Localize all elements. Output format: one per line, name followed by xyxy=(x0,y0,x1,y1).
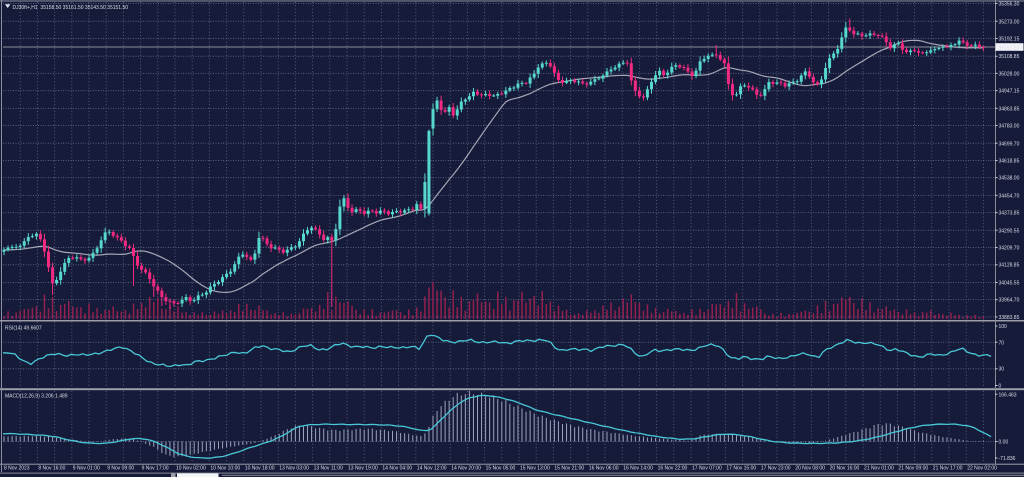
svg-text:34863.85: 34863.85 xyxy=(999,106,1020,112)
svg-text:17 Nov 07:00: 17 Nov 07:00 xyxy=(692,466,722,472)
svg-text:35192.15: 35192.15 xyxy=(999,37,1020,43)
svg-text:35108.85: 35108.85 xyxy=(999,54,1020,60)
svg-text:10 Nov 10:00: 10 Nov 10:00 xyxy=(210,466,240,472)
svg-text:20 Nov 08:00: 20 Nov 08:00 xyxy=(795,466,825,472)
svg-text:34209.70: 34209.70 xyxy=(999,246,1020,252)
svg-text:15 Nov 05:00: 15 Nov 05:00 xyxy=(486,466,516,472)
svg-text:8 Nov 2023: 8 Nov 2023 xyxy=(4,466,30,472)
svg-text:34783.00: 34783.00 xyxy=(999,124,1020,130)
svg-text:21 Nov 09:00: 21 Nov 09:00 xyxy=(898,466,928,472)
svg-text:34128.85: 34128.85 xyxy=(999,263,1020,269)
svg-text:34699.70: 34699.70 xyxy=(999,141,1020,147)
svg-text:RSI(14) 49.6607: RSI(14) 49.6607 xyxy=(5,326,42,332)
svg-text:16 Nov 06:00: 16 Nov 06:00 xyxy=(589,466,619,472)
svg-text:8 Nov 16:00: 8 Nov 16:00 xyxy=(38,466,65,472)
svg-text:13 Nov 11:00: 13 Nov 11:00 xyxy=(314,466,344,472)
svg-text:100: 100 xyxy=(999,324,1008,330)
svg-text:33964.70: 33964.70 xyxy=(999,298,1020,304)
svg-text:13 Nov 03:00: 13 Nov 03:00 xyxy=(279,466,309,472)
svg-text:10 Nov 18:00: 10 Nov 18:00 xyxy=(245,466,275,472)
svg-text:9 Nov 09:00: 9 Nov 09:00 xyxy=(107,466,134,472)
svg-text:17 Nov 23:00: 17 Nov 23:00 xyxy=(761,466,791,472)
svg-text:MACD(12,26,9) 3.206 1.489: MACD(12,26,9) 3.206 1.489 xyxy=(5,394,68,400)
svg-text:14 Nov 20:00: 14 Nov 20:00 xyxy=(451,466,481,472)
svg-text:35028.00: 35028.00 xyxy=(999,71,1020,77)
svg-text:DJ30ft+,H1 35158.50 35161.50: DJ30ft+,H1 35158.50 35161.50 35143.50 35… xyxy=(13,5,129,11)
svg-text:10 Nov 02:00: 10 Nov 02:00 xyxy=(176,466,206,472)
svg-text:22 Nov 02:00: 22 Nov 02:00 xyxy=(967,466,997,472)
svg-text:34538.00: 34538.00 xyxy=(999,176,1020,182)
svg-text:17 Nov 15:00: 17 Nov 15:00 xyxy=(726,466,756,472)
svg-text:35273.00: 35273.00 xyxy=(999,19,1020,25)
svg-text:16 Nov 22:00: 16 Nov 22:00 xyxy=(658,466,688,472)
svg-text:20 Nov 16:00: 20 Nov 16:00 xyxy=(830,466,860,472)
svg-text:0: 0 xyxy=(999,384,1002,390)
svg-text:9 Nov 01:00: 9 Nov 01:00 xyxy=(73,466,100,472)
svg-text:21 Nov 17:00: 21 Nov 17:00 xyxy=(933,466,963,472)
svg-text:33883.85: 33883.85 xyxy=(999,315,1020,321)
svg-text:0.00: 0.00 xyxy=(999,440,1009,446)
svg-text:34045.55: 34045.55 xyxy=(999,280,1020,286)
svg-text:34618.85: 34618.85 xyxy=(999,158,1020,164)
svg-text:35151.50: 35151.50 xyxy=(999,45,1020,51)
svg-text:30: 30 xyxy=(999,367,1005,373)
svg-text:9 Nov 17:00: 9 Nov 17:00 xyxy=(142,466,169,472)
svg-text:70: 70 xyxy=(999,340,1005,346)
svg-text:15 Nov 13:00: 15 Nov 13:00 xyxy=(520,466,550,472)
svg-text:34947.15: 34947.15 xyxy=(999,89,1020,95)
svg-text:21 Nov 01:00: 21 Nov 01:00 xyxy=(864,466,894,472)
svg-text:-71.836: -71.836 xyxy=(999,456,1016,462)
svg-text:166.463: 166.463 xyxy=(999,392,1017,398)
svg-text:34290.55: 34290.55 xyxy=(999,228,1020,234)
svg-text:14 Nov 12:00: 14 Nov 12:00 xyxy=(417,466,447,472)
svg-text:35356.30: 35356.30 xyxy=(999,2,1020,8)
svg-text:15 Nov 21:00: 15 Nov 21:00 xyxy=(554,466,584,472)
svg-text:16 Nov 14:00: 16 Nov 14:00 xyxy=(623,466,653,472)
svg-text:14 Nov 04:00: 14 Nov 04:00 xyxy=(382,466,412,472)
svg-text:13 Nov 19:00: 13 Nov 19:00 xyxy=(348,466,378,472)
svg-text:34373.85: 34373.85 xyxy=(999,211,1020,217)
svg-text:34454.70: 34454.70 xyxy=(999,193,1020,199)
